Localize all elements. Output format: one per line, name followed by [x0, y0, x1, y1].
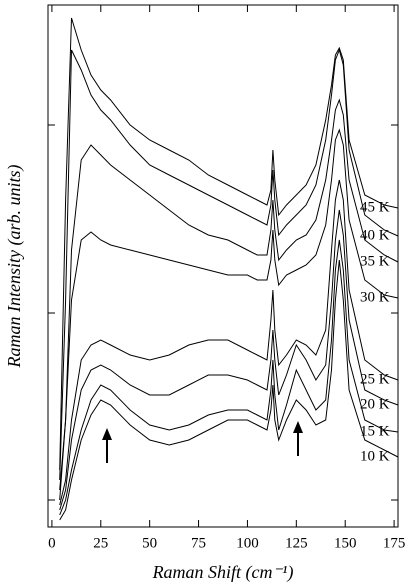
series-label: 35 K — [360, 253, 390, 269]
x-tick-label: 175 — [383, 535, 406, 551]
spectrum-line — [59, 239, 399, 516]
spectrum-line — [59, 209, 399, 511]
x-axis-label: Raman Shift (cm⁻¹) — [152, 562, 294, 583]
spectrum-line — [59, 259, 399, 521]
x-tick-label: 25 — [93, 535, 108, 551]
plot-frame — [47, 4, 399, 528]
spectrum-line — [59, 179, 399, 506]
x-tick-label: 100 — [236, 535, 259, 551]
spectrum-line — [59, 48, 399, 481]
x-tick-label: 0 — [48, 535, 56, 551]
series-label: 20 K — [360, 396, 390, 412]
series-label: 40 K — [360, 227, 390, 243]
x-tick-label: 125 — [285, 535, 308, 551]
x-tick-label: 50 — [142, 535, 157, 551]
y-axis-label: Raman Intensity (arb. units) — [4, 165, 25, 369]
series-label: 10 K — [360, 448, 390, 464]
arrow — [102, 428, 112, 463]
series-label: 15 K — [360, 423, 390, 439]
spectrum-line — [59, 17, 399, 471]
series-label: 30 K — [360, 289, 390, 305]
x-tick-label: 75 — [191, 535, 206, 551]
series-label: 45 K — [360, 199, 390, 215]
arrow — [293, 421, 303, 456]
spectrum-line — [59, 128, 399, 501]
spectrum-line — [59, 98, 399, 491]
x-tick-label: 150 — [334, 535, 357, 551]
series-label: 25 K — [360, 371, 390, 387]
